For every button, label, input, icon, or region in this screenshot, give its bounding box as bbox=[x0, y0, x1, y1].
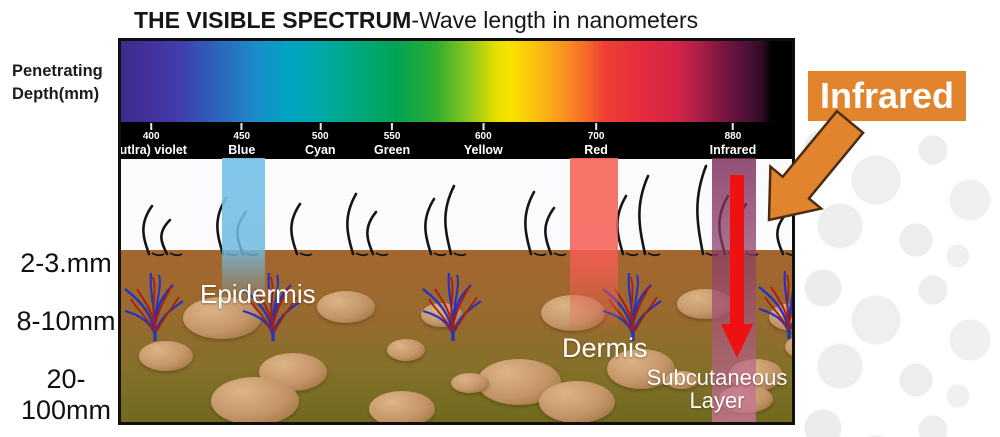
tick-mark bbox=[595, 123, 598, 130]
fat-cell bbox=[317, 291, 375, 323]
subcutaneous-layer-label: Subcutaneous Layer bbox=[646, 365, 788, 413]
dotted-background-pattern bbox=[798, 128, 1000, 437]
wavelength-tick-880: 880 Infrared bbox=[709, 123, 757, 157]
wavelength-value: 500 bbox=[311, 131, 329, 142]
tick-mark bbox=[240, 123, 243, 130]
penetrating-depth-label: Penetrating Depth(mm) bbox=[12, 62, 103, 103]
red-light-beam bbox=[570, 158, 618, 336]
fat-cell bbox=[211, 377, 299, 422]
wavelength-name: (utlra) violet bbox=[118, 143, 187, 157]
wavelength-name: Cyan bbox=[304, 143, 336, 157]
wavelength-name: Infrared bbox=[709, 143, 757, 157]
wavelength-value: 600 bbox=[474, 131, 492, 142]
depth-label-dermis: 8-10mm bbox=[16, 306, 116, 336]
wavelength-scale: 400 (utlra) violet 450 Blue 500 Cyan 550 Green 6… bbox=[121, 122, 792, 159]
infrared-callout-label: Infrared bbox=[819, 75, 955, 116]
fat-cell bbox=[539, 381, 615, 422]
fat-cell bbox=[607, 349, 675, 389]
epidermis-label: Epidermis bbox=[200, 279, 316, 309]
fat-cell bbox=[451, 373, 489, 393]
tick-mark bbox=[319, 123, 322, 130]
wavelength-tick-600: 600 Yellow bbox=[464, 123, 503, 157]
wavelength-value: 400 bbox=[142, 131, 160, 142]
wavelength-value: 550 bbox=[383, 131, 401, 142]
title-regular: -Wave length in nanometers bbox=[411, 7, 699, 33]
wavelength-name: Blue bbox=[228, 143, 256, 157]
blue-light-beam bbox=[222, 158, 265, 305]
fat-cell bbox=[387, 339, 425, 361]
wavelength-name: Yellow bbox=[463, 143, 503, 157]
title-bold: THE VISIBLE SPECTRUM bbox=[134, 7, 412, 33]
wavelength-tick-500: 500 Cyan bbox=[305, 123, 336, 157]
fat-cell bbox=[139, 341, 193, 371]
wavelength-value: 880 bbox=[724, 131, 742, 142]
infrared-penetration-arrowhead bbox=[721, 324, 753, 358]
depth-label-subcutaneous: 20-100mm bbox=[20, 364, 112, 425]
spectrum-skin-diagram: 400 (utlra) violet 450 Blue 500 Cyan 550 Green 6… bbox=[118, 38, 795, 425]
page-title: THE VISIBLE SPECTRUM-Wave length in nano… bbox=[134, 7, 698, 34]
dermis-label: Dermis bbox=[562, 333, 648, 363]
tick-mark bbox=[482, 123, 485, 130]
tick-mark bbox=[391, 123, 394, 130]
infrared-callout-box: Infrared bbox=[808, 71, 966, 121]
wavelength-name: Red bbox=[584, 143, 608, 157]
visible-spectrum-gradient bbox=[121, 41, 792, 122]
wavelength-tick-450: 450 Blue bbox=[228, 123, 255, 157]
fat-cell bbox=[665, 371, 699, 389]
tick-mark bbox=[150, 123, 153, 130]
wavelength-tick-700: 700 Red bbox=[584, 123, 608, 157]
fat-cell bbox=[785, 335, 792, 359]
wavelength-tick-400: 400 (utlra) violet bbox=[118, 123, 187, 157]
fat-cell bbox=[369, 391, 435, 422]
wavelength-value: 700 bbox=[587, 131, 605, 142]
depth-label-epidermis: 2-3.mm bbox=[20, 248, 112, 278]
tick-mark bbox=[731, 123, 734, 130]
wavelength-tick-550: 550 Green bbox=[374, 123, 410, 157]
wavelength-value: 450 bbox=[233, 131, 251, 142]
wavelength-name: Green bbox=[374, 143, 411, 157]
infrared-penetration-arrow bbox=[730, 175, 744, 325]
